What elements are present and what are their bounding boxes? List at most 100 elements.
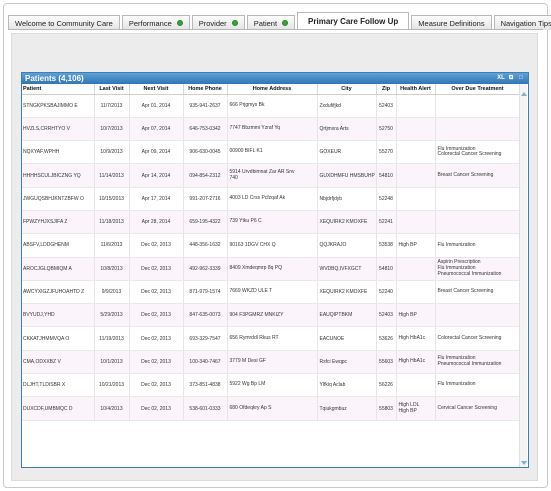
cell-next-visit: Apr 28, 2014 bbox=[129, 210, 184, 235]
col-header-home-address[interactable]: Home Address bbox=[227, 84, 318, 95]
cell-zip: 56226 bbox=[376, 373, 397, 398]
scroll-up-icon[interactable] bbox=[521, 92, 527, 96]
cell-over-due-treatment bbox=[435, 303, 521, 328]
tab-navigation-tips[interactable]: Navigation Tips bbox=[493, 15, 551, 30]
table-row[interactable]: STNGKPKSBAJIMMO E 11/7/2013 Apr 01, 2014 93… bbox=[22, 94, 521, 118]
tab-measure-definitions[interactable]: Measure Definitions bbox=[411, 15, 492, 30]
maximize-icon[interactable]: □ bbox=[519, 75, 523, 81]
table-row[interactable]: AWCYXIGZJFUHOAHTD Z 9/9/2013 Dec 02, 2013 8… bbox=[22, 280, 521, 305]
cell-home-phone: 100-340-7467 bbox=[183, 350, 228, 375]
cell-home-address: 680 Ofdeqkry Ap S bbox=[227, 396, 318, 421]
col-header-zip[interactable]: Zip bbox=[376, 84, 397, 95]
cell-city: EACUNOE bbox=[317, 326, 377, 351]
cell-home-phone: 538-601-0333 bbox=[183, 396, 228, 421]
cell-patient: CKKATJHMMVQA O bbox=[22, 326, 95, 351]
cell-patient: HHHHSCULJBICZNG YQ bbox=[22, 163, 95, 188]
cell-over-due-treatment: Breast Cancer Screening bbox=[435, 280, 521, 305]
cell-patient: ABSFV,LDDGHENM bbox=[22, 233, 95, 258]
cell-next-visit: Apr 09, 2014 bbox=[129, 140, 184, 165]
table-row[interactable]: HHHHSCULJBICZNG YQ 11/14/2013 Apr 14, 2014… bbox=[22, 163, 521, 188]
cell-next-visit: Dec 02, 2013 bbox=[129, 373, 184, 398]
table-row[interactable]: HVZLS,CRRHTYO V 10/7/2013 Apr 07, 2014 646-… bbox=[22, 117, 521, 142]
col-header-patient[interactable]: Patient bbox=[22, 84, 95, 95]
table-row[interactable]: BVYUDJ,YHD 5/29/2013 Dec 02, 2013 847-635-0… bbox=[22, 303, 521, 328]
col-header-next-visit[interactable]: Next Visit bbox=[129, 84, 184, 95]
cell-home-phone: 448-356-1632 bbox=[183, 233, 228, 258]
cell-city: EAUQIPTBKM bbox=[317, 303, 377, 328]
export-excel-icon[interactable]: XL bbox=[497, 75, 505, 81]
cell-over-due-treatment: Aspirin Prescription Flu Immunization Pneu… bbox=[435, 257, 521, 281]
cell-home-phone: 492-962-3339 bbox=[183, 257, 228, 281]
restore-icon[interactable]: ⧉ bbox=[508, 75, 514, 81]
col-header-last-visit[interactable]: Last Visit bbox=[94, 84, 130, 95]
cell-home-address: 904 F3PGMRZ MNKIZY bbox=[227, 303, 318, 328]
cell-last-visit: 11/6/2013 bbox=[94, 233, 130, 258]
tab-bar: Welcome to Community Care Performance Prov… bbox=[8, 12, 551, 30]
cell-over-due-treatment: Breast Cancer Screening bbox=[435, 163, 521, 188]
cell-last-visit: 9/9/2013 bbox=[94, 280, 130, 305]
cell-zip: 54810 bbox=[376, 163, 397, 188]
cell-patient: STNGKPKSBAJIMMO E bbox=[22, 94, 95, 118]
vertical-scrollbar[interactable] bbox=[519, 84, 527, 467]
scroll-down-icon[interactable] bbox=[521, 461, 527, 465]
cell-next-visit: Dec 02, 2013 bbox=[129, 350, 184, 375]
cell-last-visit: 11/7/2013 bbox=[94, 94, 130, 118]
cell-home-phone: 847-635-0073 bbox=[183, 303, 228, 328]
cell-city: XEQUIRK2 KMOXFE bbox=[317, 210, 377, 235]
table-row[interactable]: JWGUQSBHJKNTZBFW O 10/15/2013 Apr 17, 2014… bbox=[22, 187, 521, 211]
tab-label: Navigation Tips bbox=[500, 18, 551, 28]
cell-health-alert bbox=[396, 163, 436, 188]
col-header-home-phone[interactable]: Home Phone bbox=[183, 84, 228, 95]
cell-zip: 52403 bbox=[376, 94, 397, 118]
cell-city: Qrtjmxra Arts bbox=[317, 117, 377, 142]
cell-next-visit: Apr 17, 2014 bbox=[129, 187, 184, 211]
panel-header: Patients (4,106) XL ⧉ □ bbox=[22, 73, 528, 84]
cell-home-phone: 991-207-2716 bbox=[183, 187, 228, 211]
cell-home-address: 7669 WKZD ULE T bbox=[227, 280, 318, 305]
cell-zip: 52241 bbox=[376, 210, 397, 235]
cell-zip: 55270 bbox=[376, 140, 397, 165]
table-row[interactable]: CKKATJHMMVQA O 11/19/2013 Dec 02, 2013 693-… bbox=[22, 326, 521, 351]
cell-zip: 53538 bbox=[376, 233, 397, 258]
cell-last-visit: 10/1/2013 bbox=[94, 350, 130, 375]
tab-welcome-to-community-care[interactable]: Welcome to Community Care bbox=[8, 15, 120, 30]
cell-health-alert bbox=[396, 373, 436, 398]
tab-label: Performance bbox=[128, 18, 172, 28]
cell-next-visit: Dec 02, 2013 bbox=[129, 396, 184, 421]
cell-home-address: 5922 Wg Bp LM bbox=[227, 373, 318, 398]
tab-patient[interactable]: Patient bbox=[246, 15, 296, 30]
cell-health-alert: High HbA1c bbox=[396, 350, 436, 375]
tab-divider bbox=[8, 29, 543, 30]
table-row[interactable]: NQXYAF,WPHH 10/9/2013 Apr 09, 2014 906-630-… bbox=[22, 140, 521, 165]
cell-city: XEQUIRK2 KMOXFE bbox=[317, 280, 377, 305]
col-header-city[interactable]: City bbox=[317, 84, 377, 95]
table-row[interactable]: ABSFV,LDDGHENM 11/6/2013 Dec 02, 2013 448-3… bbox=[22, 233, 521, 258]
col-header-health-alert[interactable]: Health Alert bbox=[396, 84, 436, 95]
cell-last-visit: 5/29/2013 bbox=[94, 303, 130, 328]
cell-over-due-treatment: Flu Immunization bbox=[435, 373, 521, 398]
table-row[interactable]: CMA,ODXXBZ V 10/1/2013 Dec 02, 2013 100-340… bbox=[22, 350, 521, 375]
tab-performance[interactable]: Performance bbox=[121, 15, 190, 30]
cell-home-phone: 094-854-2312 bbox=[183, 163, 228, 188]
col-header-over-due-treatment[interactable]: Over Due Treatment bbox=[435, 84, 521, 95]
tab-primary-care-follow-up[interactable]: Primary Care Follow Up bbox=[297, 12, 410, 30]
table-row[interactable]: FPWZYHJXSJIFA Z 11/18/2013 Apr 28, 2014 659… bbox=[22, 210, 521, 235]
cell-health-alert bbox=[396, 117, 436, 142]
cell-last-visit: 10/4/2013 bbox=[94, 396, 130, 421]
cell-over-due-treatment: Flu Immunization Colorectal Cancer Screen… bbox=[435, 140, 521, 165]
cell-over-due-treatment: Flu Immunization bbox=[435, 233, 521, 258]
cell-next-visit: Dec 02, 2013 bbox=[129, 280, 184, 305]
tab-label: Provider bbox=[198, 18, 227, 28]
table-header-row: Patient Last Visit Next Visit Home Phone… bbox=[22, 84, 521, 95]
cell-next-visit: Apr 01, 2014 bbox=[129, 94, 184, 118]
cell-home-address: 666 Prjgmys Bk bbox=[227, 94, 318, 118]
cell-zip: 52750 bbox=[376, 117, 397, 142]
cell-city: Rsfci Ewqpc bbox=[317, 350, 377, 375]
table-row[interactable]: AROCJGLQBMIQM A 10/8/2013 Dec 02, 2013 492-… bbox=[22, 257, 521, 281]
cell-zip: 55603 bbox=[376, 350, 397, 375]
tab-provider[interactable]: Provider bbox=[191, 15, 245, 30]
table-row[interactable]: DUXCDF,UMBMQC D 10/4/2013 Dec 02, 2013 538-… bbox=[22, 396, 521, 421]
cell-city: Ylfkiq Aclab bbox=[317, 373, 377, 398]
cell-home-phone: 646-753-0342 bbox=[183, 117, 228, 142]
table-row[interactable]: DLJHT,TLDISBR X 10/21/2013 Dec 02, 2013 373… bbox=[22, 373, 521, 398]
